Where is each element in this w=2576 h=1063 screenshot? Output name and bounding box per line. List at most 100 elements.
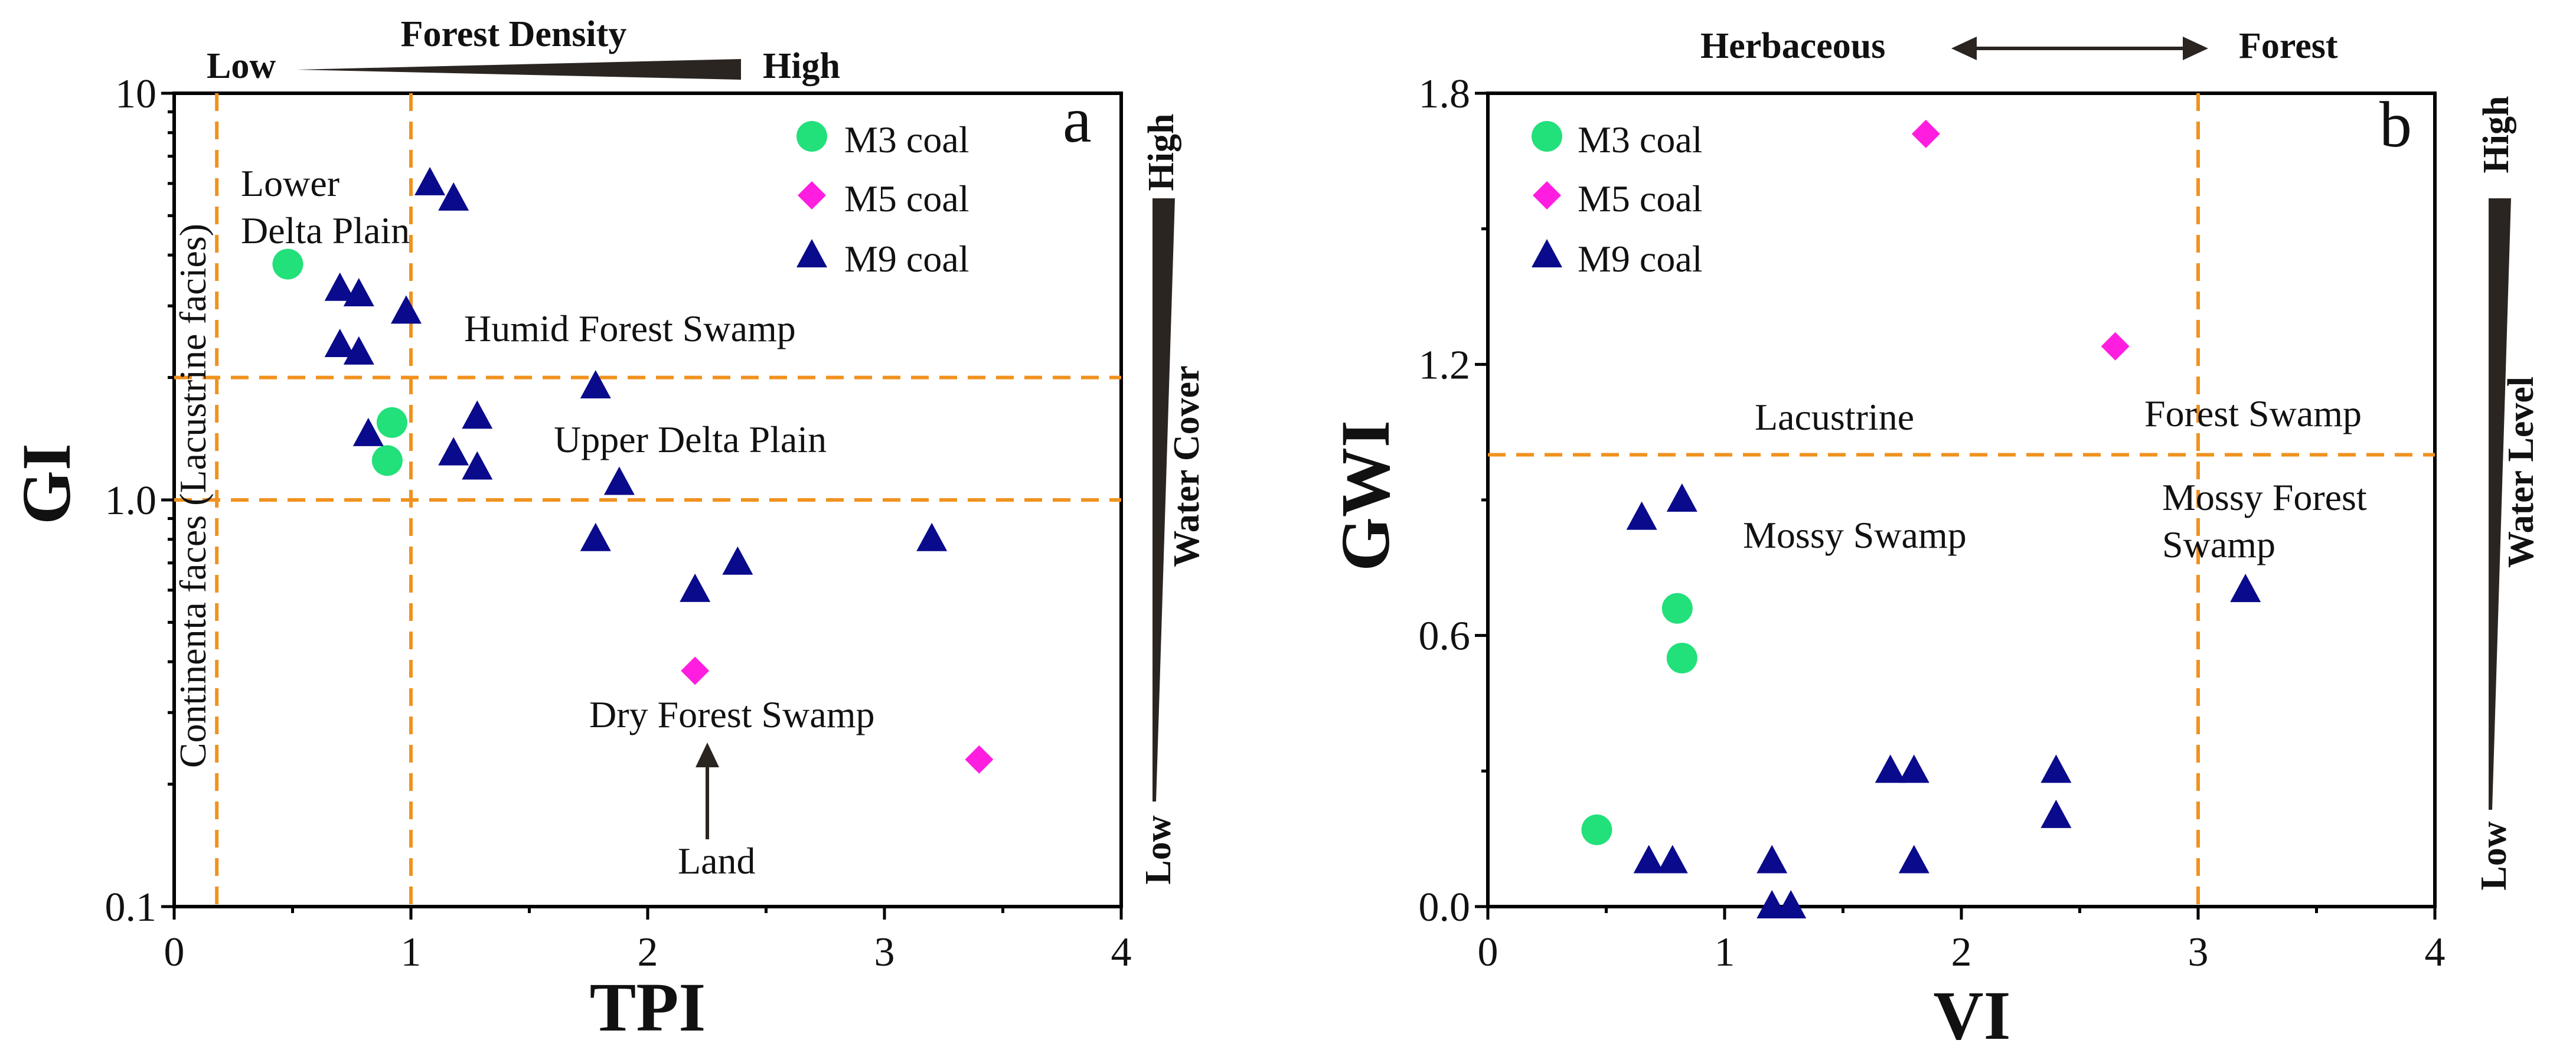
x-tick-label: 0	[1478, 930, 1498, 975]
water-level-high: High	[2476, 96, 2516, 174]
label-humid-forest-swamp: Humid Forest Swamp	[464, 308, 796, 349]
point-triangle	[916, 522, 948, 551]
x-tick-label: 4	[1111, 930, 1132, 975]
ticks-a: 0 1 2 3 4 0.1 1.0 10	[105, 71, 1132, 975]
x-tick-label: 4	[2425, 930, 2446, 975]
y-axis-title-a: GI	[8, 443, 85, 525]
point-triangle	[343, 277, 374, 306]
x-tick-label: 1	[1715, 930, 1735, 975]
point-circle	[376, 407, 407, 438]
point-triangle	[580, 369, 611, 398]
legend-marker-circle	[796, 121, 827, 152]
point-triangle	[438, 437, 469, 466]
water-cover-high: High	[1141, 114, 1181, 191]
legend-a-m9: M9 coal	[844, 238, 969, 280]
water-level-wedge	[2489, 198, 2511, 810]
x-tick-label: 1	[401, 930, 422, 975]
point-triangle	[680, 573, 711, 602]
label-mossy-forest-1: Mossy Forest	[2162, 476, 2367, 518]
label-mossy-swamp: Mossy Swamp	[1743, 514, 1967, 556]
water-level-low: Low	[2474, 821, 2514, 890]
legend-a-m5: M5 coal	[844, 178, 969, 220]
label-lower-delta-1: Lower	[241, 162, 339, 204]
point-diamond	[965, 745, 994, 774]
point-triangle	[580, 522, 611, 551]
legend-b-m9: M9 coal	[1578, 238, 1703, 280]
x-tick-label: 0	[164, 930, 185, 975]
y-axis-title-b: GWI	[1327, 420, 1404, 571]
panel-b: Herbaceous Forest 0 1 2 3 4 0.0 0.6 1.2 1.8 VI G…	[1327, 26, 2541, 1054]
point-diamond	[681, 656, 710, 685]
forest-label: Forest	[2239, 26, 2338, 66]
y-tick-label: 0.0	[1419, 885, 1471, 930]
point-circle	[1666, 642, 1697, 673]
x-tick-label: 2	[1951, 930, 1972, 975]
legend-b-m3: M3 coal	[1578, 119, 1703, 161]
point-triangle	[603, 466, 635, 495]
panel-letter-b: b	[2379, 89, 2412, 161]
legend-marker-diamond	[1533, 181, 1561, 210]
x-tick-label: 3	[2188, 930, 2209, 975]
point-triangle	[324, 329, 355, 358]
point-circle	[371, 445, 403, 476]
panel-a: Forest Density Low High 0 1 2 3 4 0.1 1.0 10 TP…	[8, 14, 1207, 1046]
point-triangle	[1775, 890, 1807, 918]
legend-b: M3 coal M5 coal M9 coal	[1532, 119, 1703, 280]
x-tick-label: 2	[638, 930, 658, 975]
forest-density-wedge	[296, 59, 741, 80]
land-arrow	[696, 743, 719, 839]
point-triangle	[2040, 754, 2072, 783]
point-triangle	[390, 295, 422, 324]
legend-b-m5: M5 coal	[1578, 178, 1703, 220]
forest-density-title: Forest Density	[401, 14, 627, 54]
guide-lines-b	[1488, 93, 2435, 907]
water-cover-scale: High Water Cover Low	[1138, 114, 1207, 885]
y-tick-label: 10	[115, 71, 156, 117]
herbaceous-label: Herbaceous	[1700, 26, 1885, 66]
point-triangle	[462, 451, 493, 480]
point-diamond	[2101, 332, 2130, 361]
x-tick-label: 3	[874, 930, 895, 975]
y-tick-label: 1.0	[105, 478, 157, 524]
point-triangle	[438, 182, 469, 211]
ticks-b: 0 1 2 3 4 0.0 0.6 1.2 1.8	[1419, 71, 2446, 975]
point-triangle	[1875, 754, 1906, 783]
guide-lines-a	[174, 93, 1121, 907]
point-triangle	[1666, 483, 1697, 512]
legend-marker-circle	[1532, 121, 1562, 152]
forest-density-low: Low	[207, 46, 276, 86]
legend-a: M3 coal M5 coal M9 coal	[796, 119, 969, 280]
point-triangle	[414, 166, 446, 195]
data-points-a	[272, 166, 994, 774]
label-land: Land	[678, 840, 756, 882]
point-triangle	[2040, 799, 2072, 828]
label-dry-forest-swamp: Dry Forest Swamp	[589, 694, 875, 735]
label-lower-delta-2: Delta Plain	[241, 210, 410, 251]
water-cover-wedge	[1152, 198, 1175, 802]
label-forest-swamp: Forest Swamp	[2144, 393, 2362, 434]
y-tick-label: 1.2	[1419, 342, 1471, 388]
point-triangle	[352, 417, 384, 446]
point-triangle	[722, 546, 753, 575]
point-triangle	[343, 336, 374, 365]
point-triangle	[2230, 574, 2261, 603]
point-diamond	[1911, 119, 1940, 148]
point-triangle	[1898, 754, 1929, 783]
point-triangle	[1898, 845, 1929, 874]
point-circle	[1581, 814, 1612, 845]
point-triangle	[1626, 501, 1657, 530]
forest-density-high: High	[763, 46, 840, 86]
y-tick-label: 1.8	[1419, 71, 1471, 117]
label-lacustrine: Lacustrine	[1755, 396, 1914, 438]
label-upper-delta-plain: Upper Delta Plain	[554, 418, 827, 460]
point-circle	[272, 248, 303, 280]
legend-marker-triangle	[796, 239, 827, 267]
double-arrow	[1951, 37, 2208, 60]
point-triangle	[324, 272, 355, 301]
point-circle	[1661, 593, 1693, 624]
label-facies: Continenta faces (Lacustrine facies)	[172, 224, 214, 768]
legend-a-m3: M3 coal	[844, 119, 969, 161]
point-triangle	[1756, 845, 1788, 874]
water-level-scale: High Water Level Low	[2474, 96, 2541, 891]
